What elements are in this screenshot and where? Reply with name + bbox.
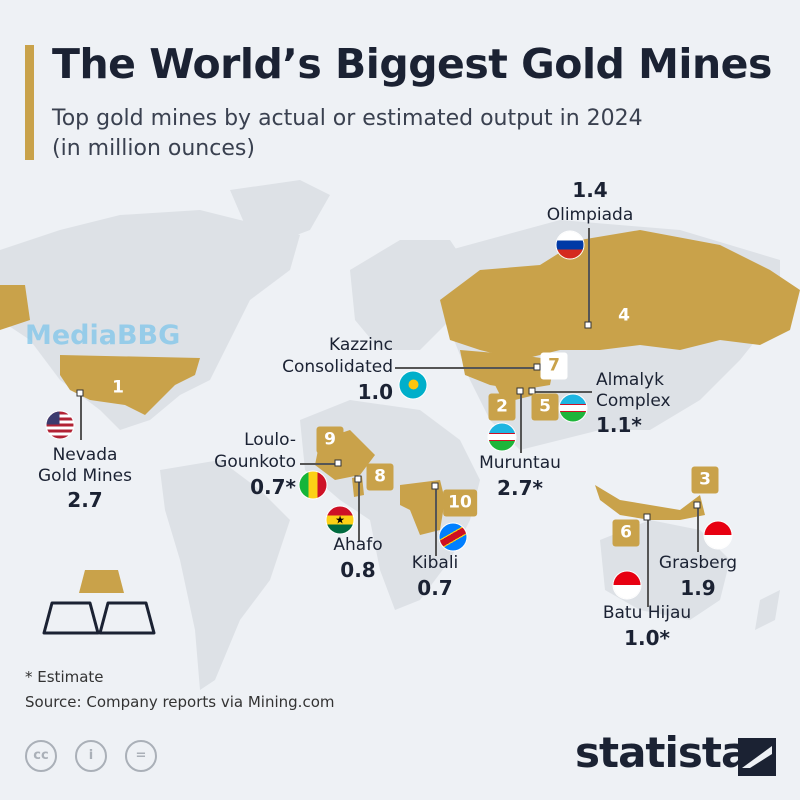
rank-badge: 1: [104, 374, 132, 402]
connector-line: [300, 463, 338, 465]
mine-name: Muruntau: [479, 453, 561, 473]
kazakhstan-shape: [460, 350, 555, 390]
mine-marker: [354, 475, 362, 483]
no-derivatives-icon[interactable]: =: [125, 740, 157, 772]
title-accent-bar: [25, 45, 34, 160]
attribution-icon[interactable]: i: [75, 740, 107, 772]
connector-line: [532, 391, 592, 393]
mine-name: Ahafo: [333, 535, 383, 555]
connector-line: [435, 486, 437, 556]
gold-bars-icon: [42, 570, 156, 635]
cc-icon[interactable]: cc: [25, 740, 57, 772]
indonesia-flag-icon: [704, 521, 732, 549]
indonesia-shape: [595, 485, 705, 520]
mine-name: Consolidated: [282, 357, 393, 377]
alaska-shape: [0, 285, 30, 330]
rank-badge: 6: [612, 519, 640, 547]
footnote: * Estimate: [25, 668, 104, 686]
mine-name: Batu Hijau: [602, 603, 692, 623]
connector-line: [588, 228, 590, 325]
mine-name: Loulo-: [244, 430, 296, 450]
connector-line: [520, 391, 522, 453]
mine-marker: [643, 513, 651, 521]
uzbekistan-flag-icon: [559, 394, 587, 422]
mine-value: 1.4: [572, 178, 608, 202]
connector-line: [395, 367, 537, 369]
statista-logo-mark-icon: [738, 738, 776, 776]
new-zealand: [755, 590, 780, 630]
europe: [350, 240, 470, 350]
drc-shape: [400, 480, 445, 535]
mine-marker: [516, 387, 524, 395]
mine-name: Grasberg: [658, 553, 738, 573]
page-title: The World’s Biggest Gold Mines: [52, 40, 772, 88]
subtitle: Top gold mines by actual or estimated ou…: [52, 106, 643, 161]
ghana-flag-icon: ★: [326, 506, 354, 534]
mine-name: Complex: [596, 391, 671, 411]
rank-badge: 9: [316, 426, 344, 454]
connector-line: [647, 517, 649, 607]
mine-marker: [693, 501, 701, 509]
mine-name: Nevada: [52, 445, 118, 465]
mine-value: 0.7*: [250, 475, 296, 499]
rank-badge: 10: [443, 489, 477, 517]
statista-logo[interactable]: statista: [575, 728, 749, 777]
us-flag-icon: [46, 411, 74, 439]
south-america: [160, 460, 290, 690]
rank-badge: 2: [488, 393, 516, 421]
russia-flag-icon: [556, 231, 584, 259]
mine-marker: [584, 321, 592, 329]
dr-congo-flag-icon: [439, 523, 467, 551]
mine-value: 1.0: [357, 380, 393, 404]
mine-name: Olimpiada: [546, 205, 634, 225]
rank-badge: 4: [610, 302, 638, 330]
mine-marker: [533, 363, 541, 371]
connector-line: [697, 505, 699, 552]
mine-name: Gounkoto: [214, 452, 296, 472]
source: Source: Company reports via Mining.com: [25, 693, 335, 711]
mine-name: Almalyk: [596, 370, 664, 390]
watermark: MediaBBG: [25, 320, 181, 351]
mine-marker: [431, 482, 439, 490]
mine-value: 1.9: [680, 576, 716, 600]
mine-marker: [334, 459, 342, 467]
mine-name: Kazzinc: [329, 335, 393, 355]
mali-flag-icon: [299, 471, 327, 499]
mine-value: 2.7*: [497, 476, 543, 500]
rank-badge: 5: [531, 393, 559, 421]
connector-line: [80, 393, 82, 440]
connector-line: [358, 479, 360, 541]
mine-marker: [76, 389, 84, 397]
mine-name: Kibali: [411, 553, 459, 573]
mine-name: Gold Mines: [38, 466, 132, 486]
mine-value: 1.1*: [596, 413, 642, 437]
rank-badge: 7: [540, 352, 568, 380]
uzbekistan-flag-icon: [488, 423, 516, 451]
russia-shape: [440, 230, 800, 360]
kazakhstan-flag-icon: [399, 371, 427, 399]
rank-badge: 8: [366, 463, 394, 491]
mine-value: 0.8: [340, 558, 376, 582]
mine-value: 0.7: [417, 576, 453, 600]
greenland: [230, 180, 330, 245]
indonesia-flag-icon: [613, 571, 641, 599]
mine-value: 1.0*: [624, 626, 670, 650]
rank-badge: 3: [691, 466, 719, 494]
mine-value: 2.7: [67, 488, 103, 512]
